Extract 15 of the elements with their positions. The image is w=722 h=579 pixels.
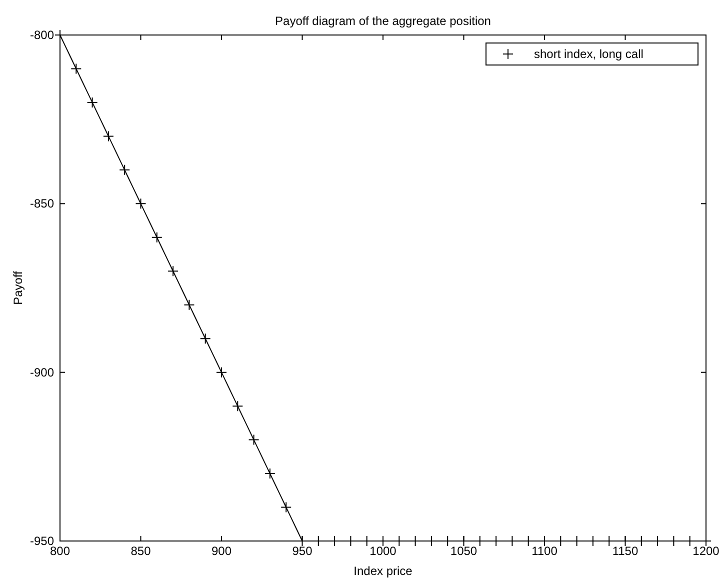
x-tick-label: 1200 [692, 544, 720, 558]
y-tick-label: -850 [30, 196, 54, 211]
legend-label: short index, long call [534, 47, 644, 61]
x-tick-label: 900 [211, 544, 232, 558]
y-axis-title: Payoff [11, 270, 25, 305]
y-tick-label: -800 [30, 28, 54, 42]
x-tick-label: 1100 [532, 544, 558, 558]
x-tick-label: 850 [130, 544, 152, 558]
x-tick-label: 950 [292, 544, 313, 558]
chart-title: Payoff diagram of the aggregate position [275, 14, 491, 28]
x-tick-label: 1050 [450, 544, 478, 558]
x-tick-label: 1150 [612, 544, 638, 558]
x-axis-title: Index price [354, 564, 413, 578]
x-tick-label: 1000 [370, 544, 397, 558]
y-tick-label: -900 [30, 365, 54, 380]
